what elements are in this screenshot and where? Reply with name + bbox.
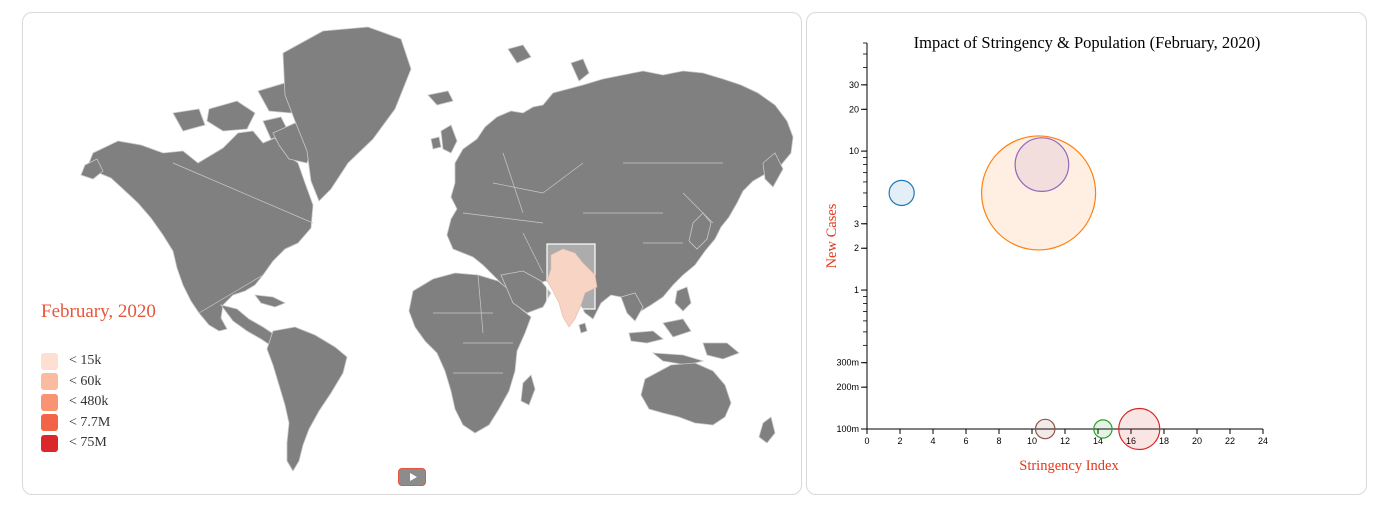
map-border-line <box>682 192 714 224</box>
landmass-kamchatka <box>762 152 784 188</box>
bubble-point[interactable] <box>888 179 915 207</box>
landmass-madagascar <box>520 374 536 406</box>
landmass-sri-lanka <box>578 322 588 334</box>
map-border-line <box>477 274 484 334</box>
bubble-point[interactable] <box>981 135 1097 251</box>
map-border-line <box>462 212 544 224</box>
landmass-se-asia <box>620 292 644 322</box>
x-tick-label: 2 <box>897 436 902 446</box>
legend-label: < 60k <box>69 373 102 389</box>
y-tick-label: 100m <box>836 424 859 434</box>
bubble-point[interactable] <box>1034 418 1056 440</box>
map-border-line <box>522 232 544 274</box>
map-border-line <box>542 162 584 194</box>
legend-item: < 480k <box>41 392 110 413</box>
landmass-philippines <box>674 286 692 312</box>
y-axis-label: New Cases <box>824 203 840 268</box>
y-tick-label: 30 <box>849 80 859 90</box>
play-button[interactable] <box>398 468 426 486</box>
landmass-ireland <box>430 136 442 150</box>
landmass-new-zealand <box>758 416 776 444</box>
x-tick-label: 0 <box>864 436 869 446</box>
landmass-canada-arctic-1 <box>206 100 256 132</box>
landmass-north-america <box>88 130 314 332</box>
bubble-point[interactable] <box>1014 137 1070 192</box>
legend-label: < 15k <box>69 353 102 369</box>
legend-swatch <box>41 414 58 432</box>
bubble-point[interactable] <box>1093 419 1113 439</box>
bubble-chart-panel: Impact of Stringency & Population (Febru… <box>806 12 1367 495</box>
x-tick-label: 12 <box>1060 436 1070 446</box>
landmass-indonesia-1 <box>628 330 664 344</box>
landmass-uk <box>440 124 458 154</box>
x-tick-label: 24 <box>1258 436 1268 446</box>
bubble-chart: Impact of Stringency & Population (Febru… <box>824 33 1268 474</box>
x-axis-label: Stringency Index <box>1019 458 1119 474</box>
landmass-svalbard <box>507 44 532 64</box>
play-icon <box>409 473 417 481</box>
legend-item: < 15k <box>41 351 110 372</box>
map-border-line <box>172 162 314 224</box>
landmass-novaya-zemlya <box>570 58 590 82</box>
map-legend: < 15k < 60k < 480k < 7.7M < 75M <box>41 351 110 454</box>
landmass-greenland <box>282 26 412 202</box>
y-tick-label: 2 <box>854 243 859 253</box>
world-map <box>80 26 794 472</box>
landmass-new-guinea <box>702 342 740 360</box>
y-tick-label: 20 <box>849 104 859 114</box>
x-tick-label: 16 <box>1126 436 1136 446</box>
chart-title: Impact of Stringency & Population (Febru… <box>914 33 1261 52</box>
x-tick-label: 10 <box>1027 436 1037 446</box>
y-tick-label: 1 <box>854 285 859 295</box>
landmass-canada-arctic-3 <box>172 108 206 132</box>
landmass-iceland <box>427 90 454 106</box>
map-landmasses <box>80 26 794 472</box>
map-border-line <box>492 182 544 194</box>
map-month-label: February, 2020 <box>41 301 156 322</box>
x-tick-label: 4 <box>930 436 935 446</box>
legend-item: < 7.7M <box>41 413 110 434</box>
landmass-south-america <box>266 326 348 472</box>
y-tick-label: 3 <box>854 219 859 229</box>
legend-swatch <box>41 373 58 391</box>
landmass-eurasia <box>446 70 794 320</box>
y-tick-label: 200m <box>836 382 859 392</box>
legend-item: < 75M <box>41 433 110 454</box>
landmass-caribbean <box>254 294 286 308</box>
x-tick-label: 20 <box>1192 436 1202 446</box>
map-highlight-country[interactable] <box>546 243 598 328</box>
y-tick-label: 10 <box>849 146 859 156</box>
legend-item: < 60k <box>41 372 110 393</box>
legend-label: < 7.7M <box>69 414 111 430</box>
country-india[interactable] <box>546 248 598 328</box>
map-border-line <box>198 274 264 314</box>
legend-swatch <box>41 434 58 452</box>
legend-label: < 480k <box>69 394 109 410</box>
landmass-australia <box>640 362 732 426</box>
landmass-indonesia-2 <box>662 318 692 338</box>
x-tick-label: 14 <box>1093 436 1103 446</box>
x-tick-label: 22 <box>1225 436 1235 446</box>
legend-label: < 75M <box>69 435 107 451</box>
world-map-panel: February, 2020 < 15k < 60k < 480k < 7.7M < 7… <box>22 12 802 495</box>
map-border-line <box>502 152 524 214</box>
legend-swatch <box>41 352 58 370</box>
landmass-alaska-west <box>80 158 104 180</box>
bubble-point[interactable] <box>1118 407 1161 451</box>
x-tick-label: 18 <box>1159 436 1169 446</box>
x-tick-label: 6 <box>963 436 968 446</box>
legend-swatch <box>41 393 58 411</box>
y-tick-label: 300m <box>836 358 859 368</box>
x-tick-label: 8 <box>996 436 1001 446</box>
